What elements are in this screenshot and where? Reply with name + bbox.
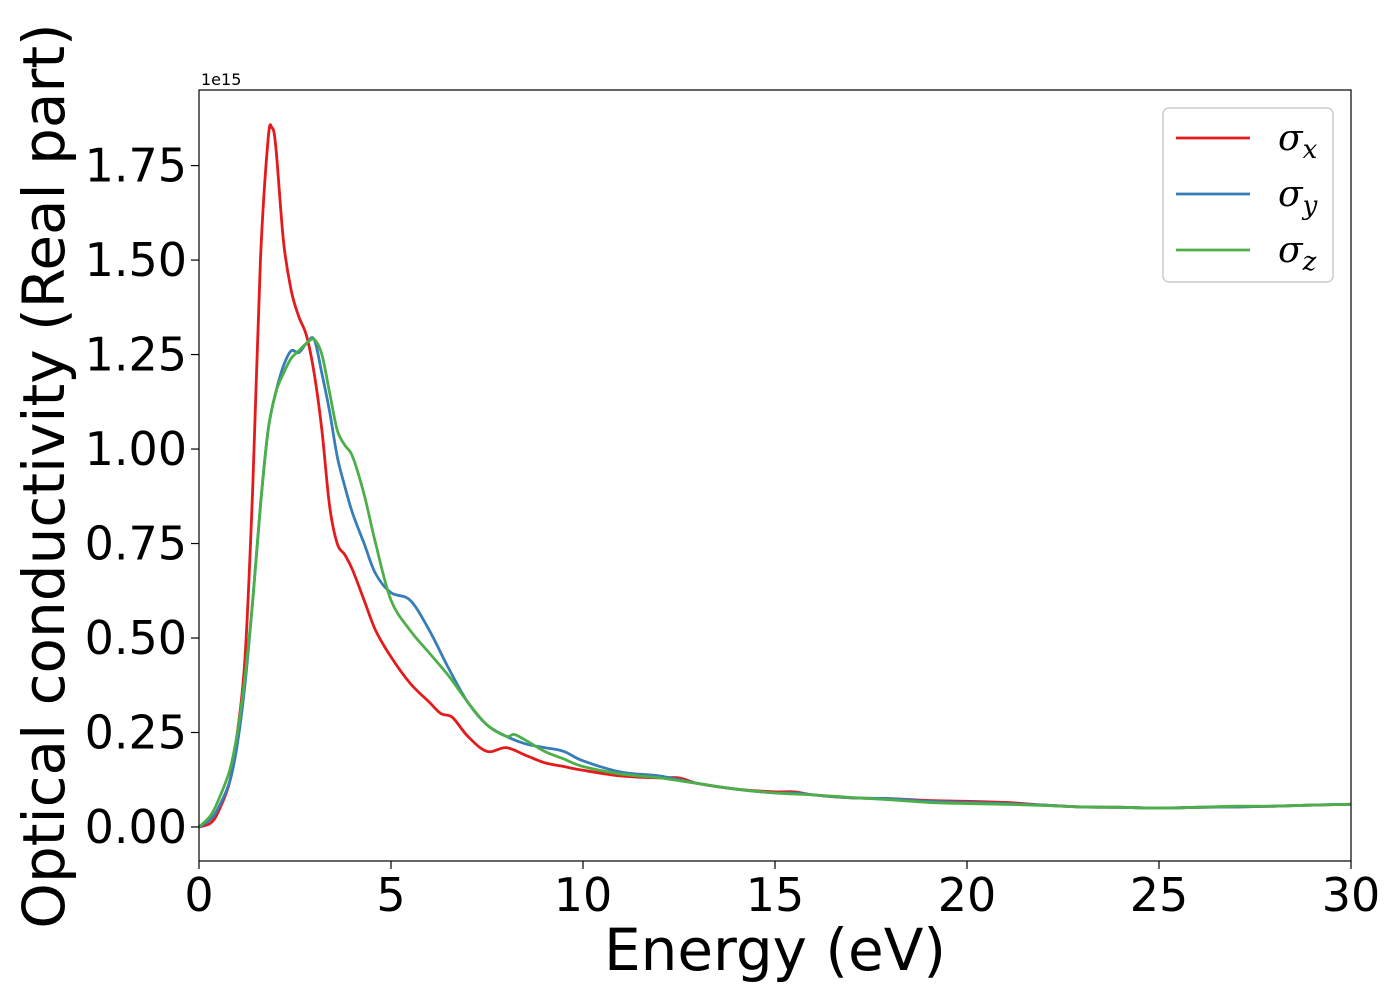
y-offset-label: 1e15 [201,70,241,89]
y-axis-title: Optical conductivity (Real part) [10,23,78,928]
x-tick-label: 5 [376,868,405,922]
y-tick-label: 1.00 [85,422,187,476]
legend: σx σy σz [1162,107,1334,283]
legend-label-z: σz [1278,230,1317,277]
y-tick-label: 1.75 [85,139,187,193]
x-axis-ticks: 0 5 10 15 20 25 30 [184,861,1380,922]
series-line-y [198,336,1352,829]
series-lines [198,123,1352,829]
y-tick-label: 0.50 [85,611,187,665]
x-tick-label: 30 [1322,868,1381,922]
y-tick-label: 1.25 [85,328,187,382]
y-tick-label: 0.25 [85,706,187,760]
x-tick-label: 0 [184,868,213,922]
y-tick-label: 1.50 [85,233,187,287]
legend-entries: σx σy σz [1176,118,1318,277]
legend-label-y: σy [1278,174,1318,221]
x-tick-label: 15 [746,868,805,922]
legend-label-x: σx [1278,118,1318,165]
x-tick-label: 20 [938,868,997,922]
series-line-z [198,337,1352,829]
y-axis-ticks: 0.00 0.25 0.50 0.75 1.00 1.25 1.50 1.75 [85,139,199,854]
y-tick-label: 0.00 [85,800,187,854]
x-tick-label: 10 [554,868,613,922]
x-tick-label: 25 [1130,868,1189,922]
x-axis-title: Energy (eV) [604,916,946,984]
y-tick-label: 0.75 [85,517,187,571]
